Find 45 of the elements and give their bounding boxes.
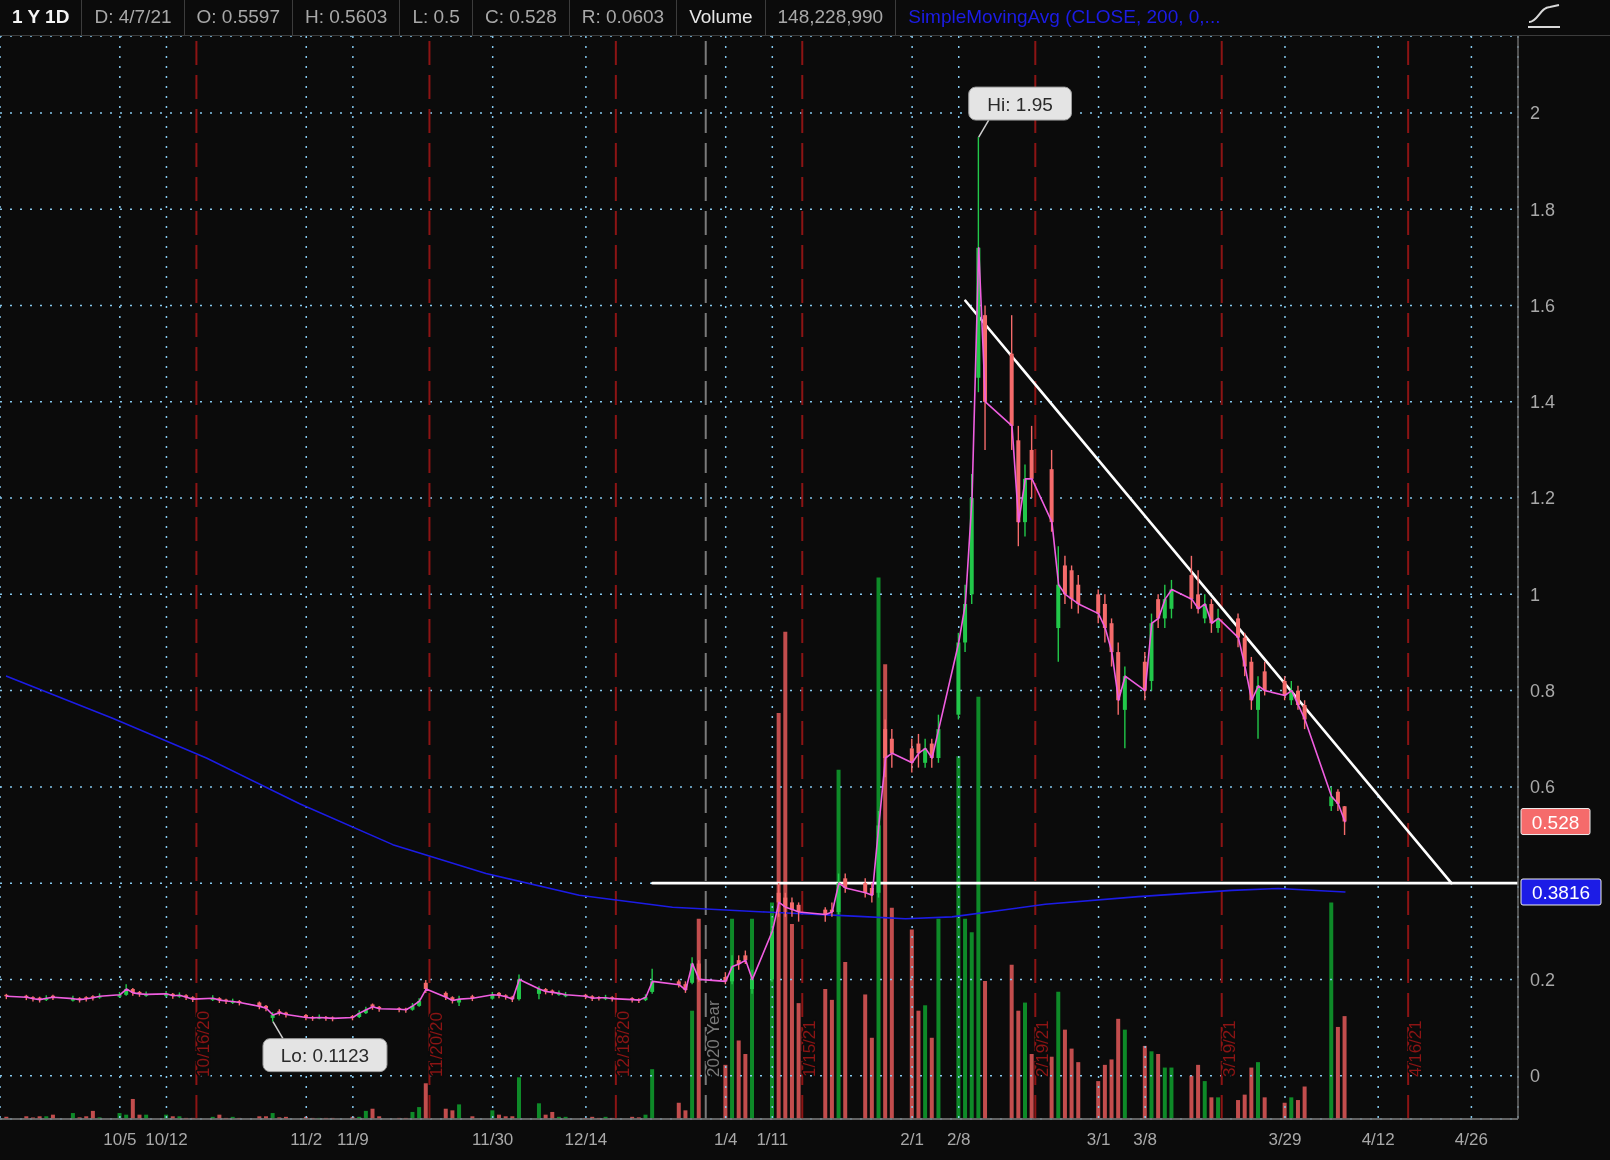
ref-line-label: 12/18/20 <box>613 1010 633 1077</box>
x-tick-label: 3/1 <box>1086 1130 1111 1150</box>
x-tick-label: 3/8 <box>1133 1130 1157 1150</box>
annotation: Hi: 1.95 <box>987 93 1053 115</box>
x-tick-label: 4/12 <box>1361 1130 1395 1150</box>
ref-line-label: 1/15/21 <box>800 1020 820 1077</box>
y2-tick-label: 0.528 <box>1531 811 1580 833</box>
x-tick-label: 11/2 <box>290 1130 323 1150</box>
y-tick-label: 0.2 <box>1530 969 1556 990</box>
y-tick-label: 2 <box>1530 103 1541 124</box>
y-tick-label: 0 <box>1530 1066 1541 1087</box>
x-tick-label: 2/8 <box>946 1130 971 1150</box>
x-tick-label: 10/5 <box>103 1130 137 1150</box>
x-tick-label: 10/12 <box>145 1130 188 1150</box>
chart-title: 1 Y 1D <box>0 0 83 35</box>
ref-line-label: 10/16/20 <box>194 1010 214 1077</box>
ref-line-label: 11/20/20 <box>427 1012 447 1077</box>
x-tick-label: 2/1 <box>900 1130 924 1150</box>
ref-line-label: 2/19/21 <box>1033 1020 1053 1077</box>
y2-tick-label: 0.3816 <box>1531 882 1591 903</box>
ref-line-label: 3/19/21 <box>1219 1020 1239 1077</box>
y-tick-label: 1 <box>1530 584 1541 605</box>
y-tick-label: 1.8 <box>1530 199 1556 220</box>
y-tick-label: 1.2 <box>1530 488 1556 509</box>
x-tick-label: 12/14 <box>564 1130 608 1150</box>
y-tick-label: 0.6 <box>1530 777 1556 798</box>
text: C: 0.528 <box>472 0 570 35</box>
text: L: 0.5 <box>400 0 473 35</box>
y-tick-label: 1.4 <box>1530 392 1556 413</box>
x-tick-label: 1/4 <box>713 1130 738 1150</box>
x-tick-label: 4/26 <box>1454 1130 1488 1150</box>
text: D: 4/7/21 <box>82 0 185 35</box>
y-tick-label: 0.8 <box>1530 681 1556 701</box>
annotation: Lo: 0.1123 <box>280 1045 370 1067</box>
text: H: 0.5603 <box>292 0 401 35</box>
text: O: 0.5597 <box>184 0 293 35</box>
x-tick-label: 11/30 <box>472 1130 514 1150</box>
x-tick-label: 11/9 <box>336 1130 369 1150</box>
y-tick-label: 1.6 <box>1530 295 1556 316</box>
ref-line-label: 2020 Year <box>703 1000 723 1077</box>
x-tick-label: 3/29 <box>1268 1130 1302 1150</box>
ref-line-label: 4/16/21 <box>1406 1020 1426 1077</box>
text: SimpleMovingAvg (CLOSE, 200, 0,... <box>907 5 1222 29</box>
text: R: 0.0603 <box>569 0 678 35</box>
x-tick-label: 1/11 <box>756 1130 789 1150</box>
